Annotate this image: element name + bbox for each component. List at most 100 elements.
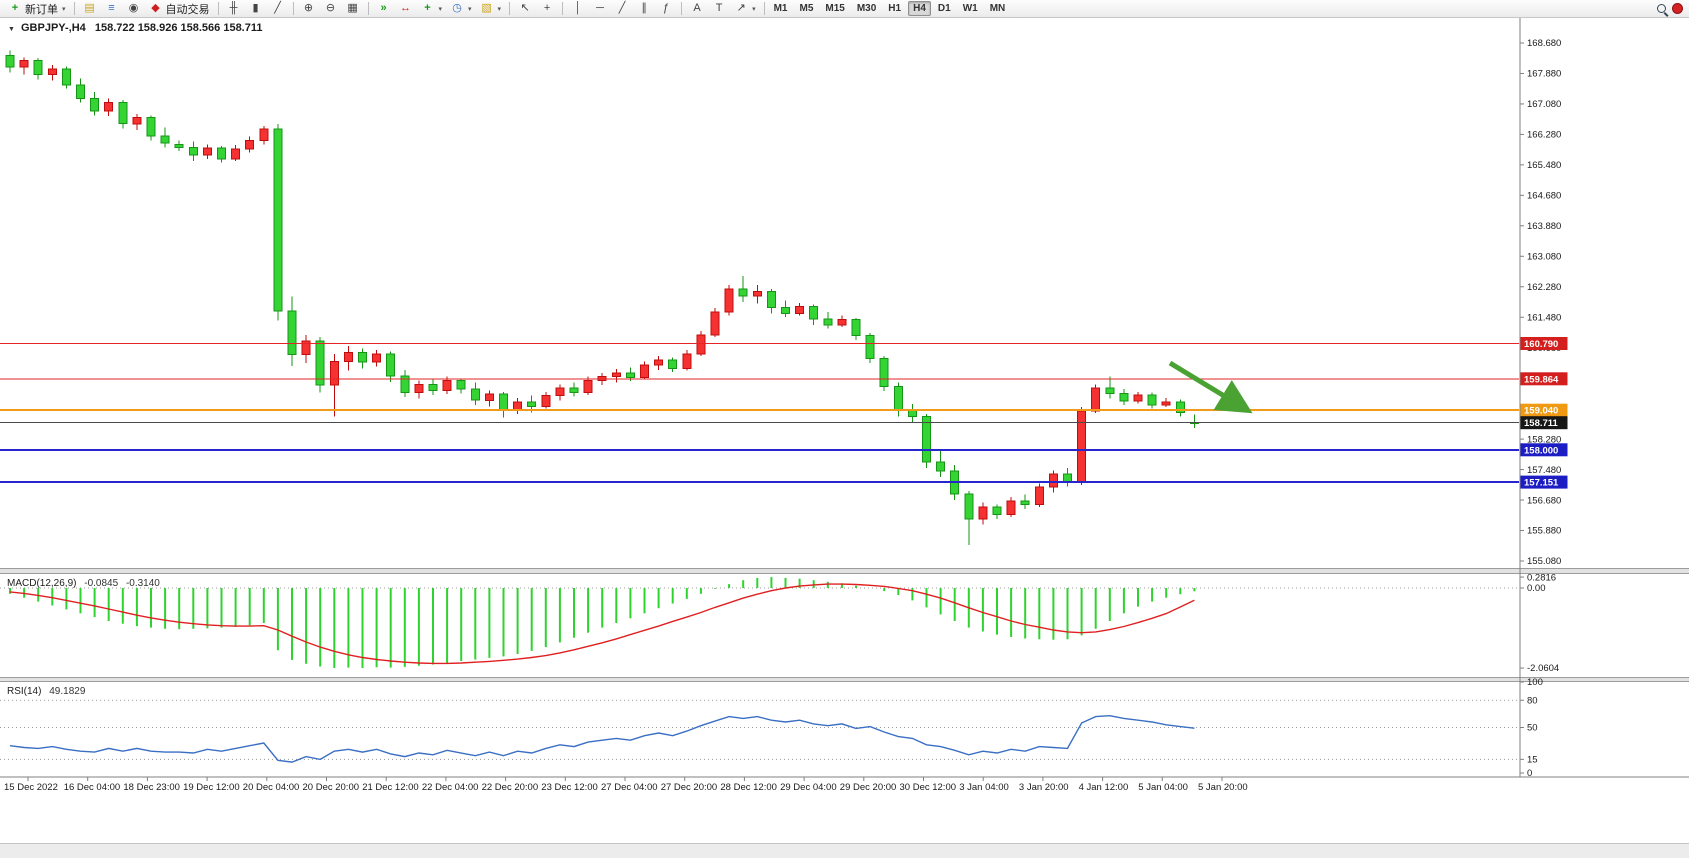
price-tag-159.040: 159.040 <box>1520 403 1568 417</box>
auto-trading-button[interactable]: ◆ 自动交易 <box>145 1 214 17</box>
timeframe-button-M1[interactable]: M1 <box>773 3 788 14</box>
chart-shift-button[interactable]: ↔ <box>395 1 417 17</box>
toolbar-separator <box>562 2 564 15</box>
rsi-panel: 100 80 50 15 0 <box>0 677 1543 779</box>
price-tag-158.711: 158.711 <box>1520 416 1568 430</box>
tile-windows-button[interactable]: ▦ <box>342 1 364 17</box>
toolbar-separator <box>509 2 511 15</box>
zoom-out-button[interactable]: ⊖ <box>320 1 342 17</box>
market-watch-icon: ≡ <box>108 2 115 14</box>
timeframe-button-H4[interactable]: H4 <box>908 1 931 16</box>
toolbar-separator <box>681 2 683 15</box>
timeframe-button-M5[interactable]: M5 <box>799 3 814 14</box>
zoom-out-icon: ⊖ <box>325 2 336 14</box>
svg-text:15: 15 <box>1527 755 1538 766</box>
price-tag-160.790: 160.790 <box>1520 337 1568 350</box>
svg-text:159.040: 159.040 <box>1524 406 1558 417</box>
candlestick-type-button[interactable]: ▮ <box>245 1 267 17</box>
svg-text:23 Dec 12:00: 23 Dec 12:00 <box>541 782 598 793</box>
timeframe-button-MN[interactable]: MN <box>989 3 1006 14</box>
crosshair-icon: + <box>543 2 551 14</box>
templates-caret-icon: ▾ <box>497 5 502 13</box>
toolbar-separator <box>292 2 294 15</box>
svg-text:0.00: 0.00 <box>1527 583 1546 594</box>
time-axis[interactable]: 15 Dec 2022 16 Dec 04:00 18 Dec 23:00 19 De… <box>0 776 1689 793</box>
price-axis[interactable]: 168.680 167.880 167.080 166.280 165.480 164.6… <box>1519 18 1568 777</box>
horizontal-line-button[interactable]: ─ <box>589 1 611 17</box>
symbol-dropdown-icon: ▼ <box>8 26 15 33</box>
toolbar-right-group <box>1657 3 1685 14</box>
market-watch-button[interactable]: ≡ <box>101 1 123 17</box>
svg-text:156.680: 156.680 <box>1527 495 1561 506</box>
svg-text:167.880: 167.880 <box>1527 69 1561 80</box>
toolbar: + 新订单 ▾ ▤ ≡ ◉ ◆ 自动交易 ╫ ▮ ╱ ⊕ ⊖ ▦ » ↔ + ▾ <box>0 0 1689 18</box>
fibonacci-button[interactable]: ƒ <box>655 1 677 17</box>
timeframe-button-M30[interactable]: M30 <box>856 3 877 14</box>
bar-chart-icon: ╫ <box>229 2 238 14</box>
charts-button[interactable]: ▤ <box>79 1 101 17</box>
svg-text:158.711: 158.711 <box>1524 418 1559 429</box>
svg-text:0: 0 <box>1527 768 1532 779</box>
search-icon[interactable] <box>1657 4 1666 13</box>
chart-canvas[interactable]: 168.680 167.880 167.080 166.280 165.480 164.6… <box>0 18 1689 843</box>
rsi-name: RSI(14) <box>7 686 42 697</box>
indicators-button[interactable]: + ▾ <box>417 1 447 17</box>
svg-text:80: 80 <box>1527 695 1538 706</box>
cursor-button[interactable]: ↖ <box>514 1 536 17</box>
trendline-button[interactable]: ╱ <box>611 1 633 17</box>
notification-icon[interactable] <box>1672 3 1683 14</box>
macd-indicator-label: MACD(12,26,9) -0.0845 -0.3140 <box>7 578 160 589</box>
rsi-value: 49.1829 <box>49 686 86 697</box>
svg-text:5 Jan 20:00: 5 Jan 20:00 <box>1198 782 1248 793</box>
horizontal-line-icon: ─ <box>596 2 604 14</box>
new-order-button[interactable]: + 新订单 ▾ <box>4 1 70 17</box>
panel-separator[interactable] <box>0 677 1689 682</box>
svg-text:163.880: 163.880 <box>1527 221 1561 232</box>
rsi-indicator-label: RSI(14) 49.1829 <box>7 686 85 697</box>
chart-title: ▼ GBPJPY-,H4 158.722 158.926 158.566 158… <box>8 22 263 34</box>
svg-text:30 Dec 12:00: 30 Dec 12:00 <box>900 782 957 793</box>
line-chart-icon: ╱ <box>274 2 281 14</box>
text-label-button[interactable]: T <box>708 1 730 17</box>
toolbar-separator <box>367 2 369 15</box>
trend-arrow-annotation[interactable] <box>1168 360 1253 414</box>
svg-text:29 Dec 04:00: 29 Dec 04:00 <box>780 782 837 793</box>
rsi-line <box>9 714 1195 763</box>
zoom-in-button[interactable]: ⊕ <box>298 1 320 17</box>
svg-text:157.151: 157.151 <box>1524 478 1559 489</box>
panel-separator[interactable] <box>0 568 1689 574</box>
crosshair-button[interactable]: + <box>536 1 558 17</box>
chart-window[interactable]: 168.680 167.880 167.080 166.280 165.480 164.6… <box>0 18 1689 843</box>
line-chart-type-button[interactable]: ╱ <box>267 1 289 17</box>
navigator-button[interactable]: ◉ <box>123 1 145 17</box>
auto-trading-label: 自动交易 <box>165 3 210 16</box>
indicators-caret-icon: ▾ <box>438 5 443 13</box>
vertical-line-button[interactable]: │ <box>567 1 589 17</box>
svg-text:100: 100 <box>1527 677 1543 688</box>
candles-layer <box>5 50 1199 545</box>
horizontal-lines-layer[interactable] <box>0 343 1519 484</box>
svg-text:-2.0604: -2.0604 <box>1527 663 1559 674</box>
timeframe-button-D1[interactable]: D1 <box>937 3 951 14</box>
svg-text:29 Dec 20:00: 29 Dec 20:00 <box>840 782 897 793</box>
macd-signal-line <box>9 583 1195 665</box>
timeframe-button-M15[interactable]: M15 <box>825 3 845 14</box>
timeframe-button-W1[interactable]: W1 <box>962 3 978 14</box>
svg-text:27 Dec 04:00: 27 Dec 04:00 <box>601 782 658 793</box>
trendline-icon: ╱ <box>618 2 626 14</box>
svg-text:160.790: 160.790 <box>1524 339 1558 350</box>
svg-text:28 Dec 12:00: 28 Dec 12:00 <box>720 782 777 793</box>
svg-text:3 Jan 04:00: 3 Jan 04:00 <box>959 782 1009 793</box>
arrows-tool-button[interactable]: ↗ ▾ <box>730 1 760 17</box>
svg-text:16 Dec 04:00: 16 Dec 04:00 <box>64 782 121 793</box>
templates-button[interactable]: ▧ ▾ <box>476 1 506 17</box>
timeframe-button-H1[interactable]: H1 <box>888 3 902 14</box>
periods-button[interactable]: ◷ ▾ <box>446 1 476 17</box>
auto-scroll-button[interactable]: » <box>373 1 395 17</box>
text-tool-button[interactable]: A <box>686 1 708 17</box>
channel-button[interactable]: ∥ <box>633 1 655 17</box>
svg-text:22 Dec 20:00: 22 Dec 20:00 <box>482 782 539 793</box>
navigator-icon: ◉ <box>128 2 139 14</box>
bar-chart-type-button[interactable]: ╫ <box>223 1 245 17</box>
